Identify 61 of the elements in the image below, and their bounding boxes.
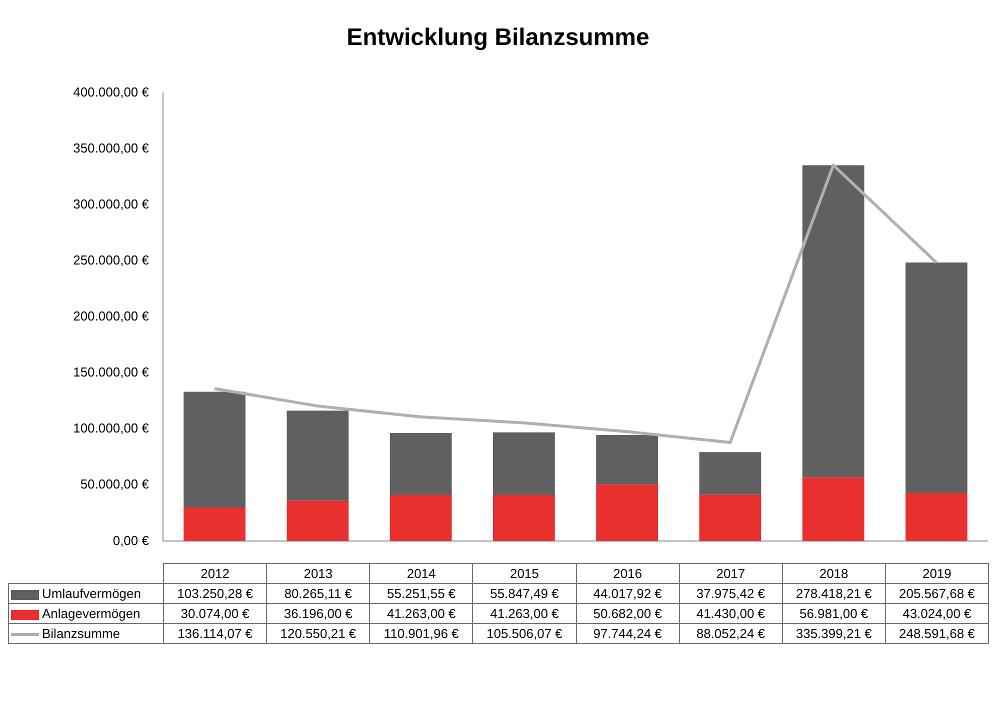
- data-label: 56.981,00 €: [782, 604, 886, 624]
- data-label: 88.052,24 €: [679, 624, 782, 644]
- bar: [596, 484, 658, 542]
- x-tick-label: 2018: [782, 564, 886, 584]
- x-tick-label: 2014: [370, 564, 473, 584]
- bar: [184, 392, 246, 508]
- x-tick-label: 2013: [266, 564, 370, 584]
- y-tick-label: 300.000,00 €: [73, 196, 150, 212]
- y-tick-label: 100.000,00 €: [73, 420, 150, 436]
- bar: [184, 507, 246, 542]
- data-label: 36.196,00 €: [266, 604, 370, 624]
- bar: [596, 435, 658, 484]
- data-label: 103.250,28 €: [164, 584, 267, 604]
- data-label: 41.263,00 €: [370, 604, 473, 624]
- legend-label: Anlagevermögen: [42, 606, 140, 621]
- data-label: 80.265,11 €: [266, 584, 370, 604]
- x-tick-label: 2017: [679, 564, 782, 584]
- data-label: 30.074,00 €: [164, 604, 267, 624]
- data-label: 120.550,21 €: [266, 624, 370, 644]
- y-tick-label: 50.000,00 €: [80, 476, 150, 492]
- bar: [802, 477, 864, 542]
- chart-title: Entwicklung Bilanzsumme: [346, 24, 650, 52]
- data-label: 44.017,92 €: [576, 584, 680, 604]
- data-label: 278.418,21 €: [782, 584, 886, 604]
- data-label: 41.263,00 €: [472, 604, 576, 624]
- x-tick-label: 2016: [576, 564, 680, 584]
- data-label: 41.430,00 €: [679, 604, 782, 624]
- legend-label: Umlaufvermögen: [42, 586, 141, 601]
- bar: [390, 433, 452, 495]
- bar: [699, 494, 762, 542]
- data-label: 55.847,49 €: [472, 584, 576, 604]
- y-tick-label: 350.000,00 €: [73, 140, 150, 156]
- x-tick-label: 2019: [885, 564, 988, 584]
- data-label: 205.567,68 €: [885, 584, 988, 604]
- data-label: 43.024,00 €: [885, 604, 988, 624]
- bar: [390, 494, 452, 542]
- bar: [286, 500, 349, 542]
- data-label: 335.399,21 €: [782, 624, 886, 644]
- bar: [699, 452, 762, 495]
- bar: [906, 262, 968, 493]
- data-label: 97.744,24 €: [576, 624, 680, 644]
- y-tick-label: 250.000,00 €: [73, 252, 150, 268]
- bar: [493, 432, 555, 495]
- data-label: 136.114,07 €: [164, 624, 267, 644]
- y-tick-label: 400.000,00 €: [73, 84, 150, 100]
- bar: [802, 165, 864, 478]
- bar: [493, 494, 555, 542]
- y-tick-label: 0,00 €: [112, 532, 150, 548]
- data-label: 105.506,07 €: [472, 624, 576, 644]
- y-tick-label: 150.000,00 €: [73, 364, 150, 380]
- data-label: 110.901,96 €: [370, 624, 473, 644]
- y-tick-label: 200.000,00 €: [73, 308, 150, 324]
- data-label: 37.975,42 €: [679, 584, 782, 604]
- x-tick-label: 2015: [472, 564, 576, 584]
- data-label: 248.591,68 €: [885, 624, 988, 644]
- x-tick-label: 2012: [164, 564, 267, 584]
- legend-label: Bilanzsumme: [42, 626, 120, 641]
- bar: [906, 492, 968, 542]
- data-label: 55.251,55 €: [370, 584, 473, 604]
- bar: [286, 410, 349, 501]
- data-label: 50.682,00 €: [576, 604, 680, 624]
